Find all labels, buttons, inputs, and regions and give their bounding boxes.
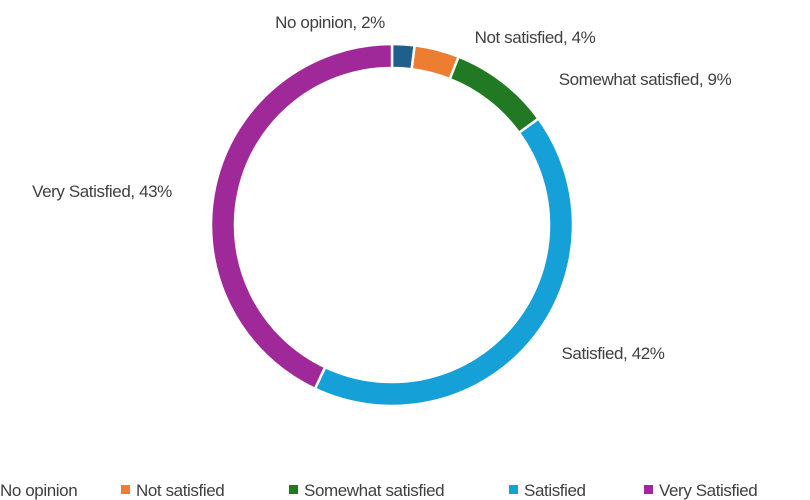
legend: No opinion Not satisfied Somewhat satisfie… — [0, 481, 758, 500]
legend-swatch-satisfied — [509, 485, 518, 494]
slice-satisfied — [313, 116, 575, 408]
slices-layer — [209, 42, 575, 408]
legend-item-very-satisfied: Very Satisfied — [644, 481, 758, 500]
legend-label-not-satisfied: Not satisfied — [136, 481, 224, 500]
slice-very-satisfied — [209, 42, 394, 391]
legend-item-no-opinion: No opinion — [0, 481, 78, 500]
legend-label-satisfied: Satisfied — [524, 481, 586, 500]
data-label-very-satisfied: Very Satisfied, 43% — [32, 182, 172, 201]
data-label-somewhat-satisfied: Somewhat satisfied, 9% — [559, 70, 732, 89]
slice-somewhat-satisfied — [448, 55, 541, 135]
legend-swatch-somewhat-satisfied — [289, 485, 298, 494]
legend-item-not-satisfied: Not satisfied — [121, 481, 225, 500]
data-label-not-satisfied: Not satisfied, 4% — [475, 28, 596, 47]
legend-item-satisfied: Satisfied — [509, 481, 586, 500]
legend-label-no-opinion: No opinion — [0, 481, 77, 500]
legend-label-very-satisfied: Very Satisfied — [659, 481, 757, 500]
legend-item-somewhat-satisfied: Somewhat satisfied — [289, 481, 445, 500]
legend-swatch-not-satisfied — [121, 485, 130, 494]
data-label-no-opinion: No opinion, 2% — [275, 13, 385, 32]
data-label-satisfied: Satisfied, 42% — [561, 344, 664, 363]
data-labels-layer: No opinion, 2% Not satisfied, 4% Somewhat … — [32, 13, 732, 363]
legend-label-somewhat-satisfied: Somewhat satisfied — [304, 481, 444, 500]
legend-swatch-very-satisfied — [644, 485, 653, 494]
